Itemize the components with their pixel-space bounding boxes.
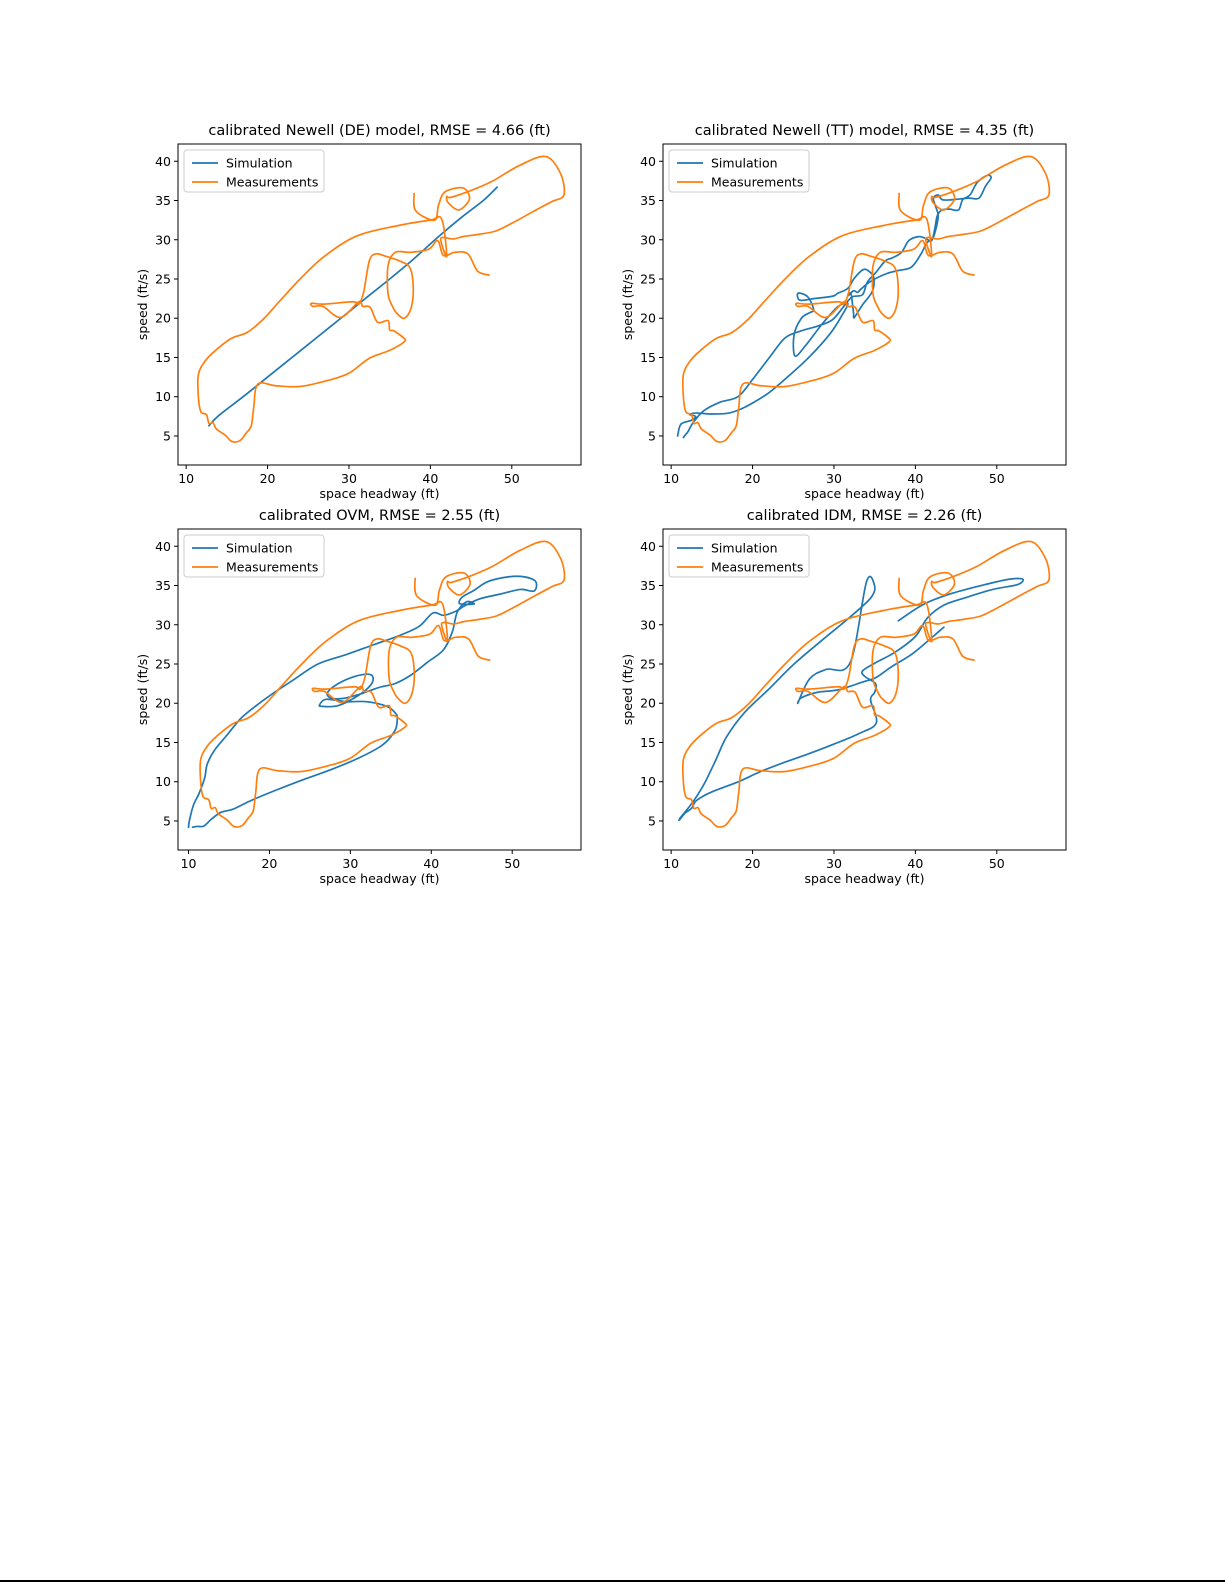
- y-tick-label: 25: [155, 271, 171, 286]
- y-tick-label: 35: [640, 578, 656, 593]
- x-tick-label: 20: [745, 471, 761, 486]
- x-tick-label: 50: [989, 471, 1005, 486]
- legend: Simulation Measurements: [668, 534, 810, 578]
- axes-frame: [177, 528, 582, 851]
- y-tick-label: 20: [640, 311, 656, 326]
- x-tick-label: 30: [826, 856, 842, 871]
- chart-panel-3: 10 20 30 40 50 5 10 15 20 25 30 35 40 calibrated OVM,…: [135, 508, 582, 886]
- legend-box: [183, 149, 325, 193]
- legend: Simulation Measurements: [668, 149, 810, 193]
- x-tick-label: 20: [261, 856, 277, 871]
- y-tick-label: 5: [648, 813, 656, 828]
- x-tick-label: 30: [342, 856, 358, 871]
- y-tick-label: 30: [155, 232, 171, 247]
- y-tick-label: 30: [640, 232, 656, 247]
- y-tick-label: 10: [155, 389, 171, 404]
- y-tick-label: 40: [640, 154, 656, 169]
- x-axis-label: space headway (ft): [805, 871, 925, 886]
- y-tick-label: 15: [155, 350, 171, 365]
- y-tick-label: 35: [155, 193, 171, 208]
- y-tick-label: 5: [648, 428, 656, 443]
- axes-frame: [177, 143, 582, 466]
- chart-title: calibrated Newell (DE) model, RMSE = 4.6…: [208, 123, 550, 139]
- legend-entry-measurements: Measurements: [711, 175, 803, 190]
- legend-box: [183, 534, 325, 578]
- axes-frame: [662, 528, 1067, 851]
- y-tick-label: 5: [163, 428, 171, 443]
- chart-title: calibrated Newell (TT) model, RMSE = 4.3…: [695, 123, 1034, 139]
- legend-entry-simulation: Simulation: [711, 541, 778, 556]
- y-axis-label: speed (ft/s): [135, 654, 150, 725]
- y-tick-label: 20: [155, 311, 171, 326]
- series-line-measurements: [196, 155, 566, 443]
- y-tick-label: 25: [640, 271, 656, 286]
- x-axis-label: space headway (ft): [805, 486, 925, 501]
- x-tick-label: 20: [745, 856, 761, 871]
- legend-box: [668, 149, 810, 193]
- x-tick-label: 10: [178, 471, 194, 486]
- legend-entry-measurements: Measurements: [226, 175, 318, 190]
- x-tick-label: 40: [907, 471, 923, 486]
- y-axis-label: speed (ft/s): [135, 269, 150, 340]
- legend-entry-simulation: Simulation: [226, 541, 293, 556]
- y-tick-label: 5: [163, 813, 171, 828]
- y-tick-label: 35: [640, 193, 656, 208]
- y-tick-label: 40: [155, 539, 171, 554]
- chart-panel-4: 10 20 30 40 50 5 10 15 20 25 30 35 40 calibrated IDM,…: [620, 508, 1067, 886]
- y-tick-label: 25: [640, 656, 656, 671]
- y-tick-label: 15: [640, 350, 656, 365]
- y-tick-label: 30: [155, 617, 171, 632]
- x-tick-label: 50: [504, 856, 520, 871]
- x-tick-label: 10: [663, 471, 679, 486]
- x-tick-label: 20: [260, 471, 276, 486]
- y-tick-label: 40: [640, 539, 656, 554]
- y-tick-label: 10: [155, 774, 171, 789]
- legend-entry-measurements: Measurements: [711, 560, 803, 575]
- x-tick-label: 50: [504, 471, 520, 486]
- y-tick-label: 20: [155, 696, 171, 711]
- legend-entry-simulation: Simulation: [711, 156, 778, 171]
- x-tick-label: 30: [341, 471, 357, 486]
- x-tick-label: 50: [989, 856, 1005, 871]
- series-line-simulation: [676, 174, 992, 439]
- axes-frame: [662, 143, 1067, 466]
- legend-entry-measurements: Measurements: [226, 560, 318, 575]
- y-tick-label: 25: [155, 656, 171, 671]
- legend: Simulation Measurements: [183, 534, 325, 578]
- series-line-measurements: [199, 540, 566, 828]
- x-tick-label: 10: [181, 856, 197, 871]
- x-axis-label: space headway (ft): [320, 486, 440, 501]
- chart-title: calibrated IDM, RMSE = 2.26 (ft): [747, 508, 983, 524]
- legend-box: [668, 534, 810, 578]
- x-tick-label: 30: [826, 471, 842, 486]
- y-tick-label: 30: [640, 617, 656, 632]
- y-tick-label: 35: [155, 578, 171, 593]
- y-tick-label: 15: [155, 735, 171, 750]
- legend-entry-simulation: Simulation: [226, 156, 293, 171]
- page-bottom-rule: [0, 1580, 1225, 1582]
- x-tick-label: 40: [422, 471, 438, 486]
- series-line-simulation: [187, 575, 538, 829]
- y-axis-label: speed (ft/s): [620, 654, 635, 725]
- legend: Simulation Measurements: [183, 149, 325, 193]
- y-tick-label: 20: [640, 696, 656, 711]
- x-axis-label: space headway (ft): [320, 871, 440, 886]
- y-tick-label: 15: [640, 735, 656, 750]
- y-axis-label: speed (ft/s): [620, 269, 635, 340]
- x-tick-label: 40: [423, 856, 439, 871]
- x-tick-label: 10: [663, 856, 679, 871]
- y-tick-label: 10: [640, 389, 656, 404]
- chart-panel-1: 10 20 30 40 50 5 10 15 20 25 30 35 40 calibrated Newe…: [135, 123, 582, 501]
- series-line-measurements: [681, 155, 1051, 443]
- chart-title: calibrated OVM, RMSE = 2.55 (ft): [259, 508, 500, 524]
- series-line-simulation: [678, 575, 1025, 822]
- chart-panel-2: 10 20 30 40 50 5 10 15 20 25 30 35 40 calibrated Newe…: [620, 123, 1067, 501]
- x-tick-label: 40: [907, 856, 923, 871]
- y-tick-label: 40: [155, 154, 171, 169]
- y-tick-label: 10: [640, 774, 656, 789]
- series-line-measurements: [681, 540, 1051, 828]
